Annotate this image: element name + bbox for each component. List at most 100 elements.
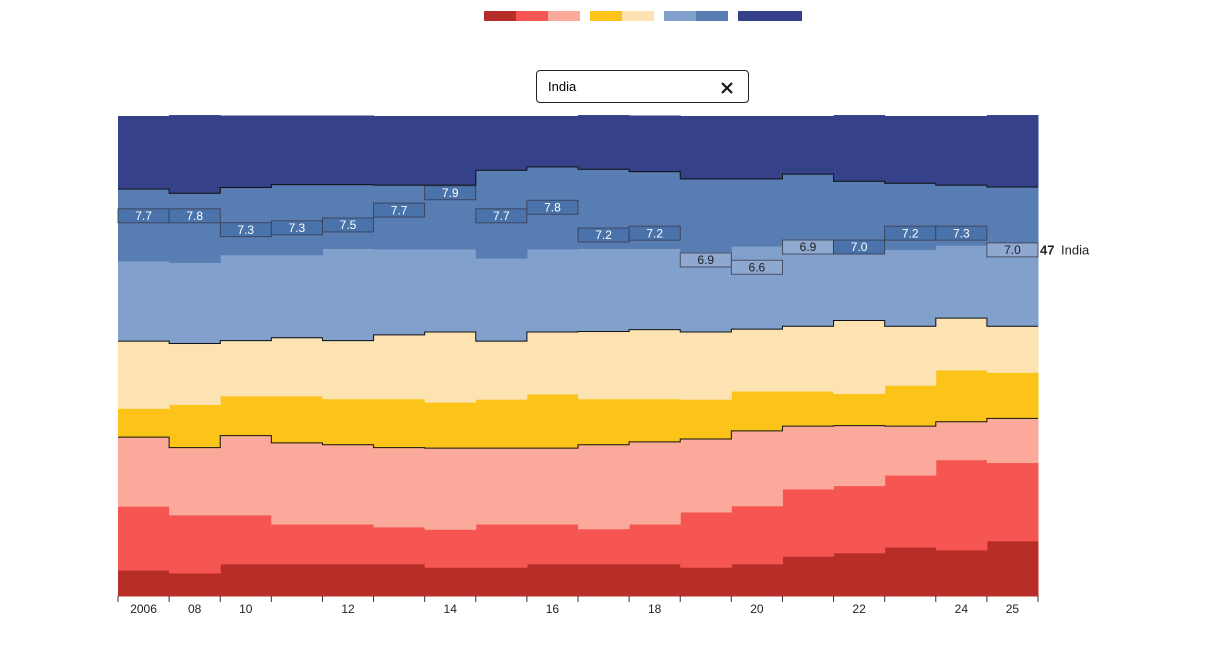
x-tick-label: 20 [750,602,764,616]
clear-button[interactable] [720,81,734,95]
stack-segment [833,393,886,427]
stack-segment [424,448,477,530]
stack-segment [475,567,528,597]
stack-segment [220,563,272,597]
stack-segment [629,441,681,525]
stack-segment [578,331,630,400]
legend-swatch [590,11,622,21]
stack-segment [169,262,221,345]
stack-segment [271,254,323,339]
stack-segment [322,340,375,400]
stack-segment [271,337,323,397]
stack-segment [731,505,783,565]
stack-segment [424,332,477,403]
stack-segment [322,115,375,186]
stack-segment [475,448,528,525]
stack-segment [373,248,426,336]
stack-segment [578,444,630,530]
highlight-box [322,217,374,233]
highlight-value: 7.5 [340,218,357,232]
stack-segment [118,437,170,507]
stack-segment [833,320,886,394]
stack-segment [526,448,579,525]
stack-segment [986,540,1039,597]
stack-segment [680,567,732,597]
stack-segment [833,425,886,487]
highlight-value: 7.2 [595,228,612,242]
legend-swatch [484,11,516,21]
stack-segment [680,512,732,568]
highlight-value: 7.3 [237,223,254,237]
stack-segment [526,332,579,395]
stack-segment [322,248,375,342]
stack-segment [220,435,272,516]
highlight-box [373,202,426,218]
stack-segment [578,248,630,333]
stack-segment [833,181,886,249]
stack-segment [475,258,528,342]
legend-swatch [548,11,580,21]
stack-segment [884,116,937,184]
stack-segment [629,115,681,173]
highlight-rank: 47 [1040,242,1054,257]
x-tick-label: 10 [239,602,253,616]
highlight-value: 7.2 [902,226,919,240]
stack-segment [220,254,272,342]
highlight-value: 7.3 [953,226,970,240]
stack-segment [731,178,783,247]
stack-segment [884,326,937,386]
stack-segment [271,115,323,186]
stack-segment [271,442,323,525]
highlight-value: 7.7 [493,209,510,223]
stack-segment [424,116,477,186]
stack-segment [986,462,1039,542]
stack-segment [578,528,630,565]
stack-segment [526,248,579,333]
stack-segment [986,372,1039,419]
stack-segment [169,404,221,449]
legend-swatch [738,11,802,21]
highlight-value: 7.8 [186,209,203,223]
stack-segment [526,116,579,168]
legend-swatch [696,11,728,21]
stack-segment [629,524,681,565]
stack-segment [782,556,835,597]
stack-segment [833,248,886,321]
x-tick-label: 14 [444,602,458,616]
highlight-box [730,259,783,275]
stack-segment [373,116,426,186]
stack-segment [578,563,630,597]
stack-segment [424,248,477,333]
stack-segment [271,184,323,256]
stack-segment [424,529,477,568]
stack-segment [220,340,272,397]
stack-segment [935,421,988,461]
stack-segment [782,116,835,175]
stack-segment [680,399,732,440]
stack-segment [373,563,426,597]
stack-segment [833,115,886,182]
stack-segment [629,563,681,597]
legend-swatch [622,11,654,21]
highlight-value: 6.9 [800,240,817,254]
highlight-box [526,199,579,215]
stack-segment [731,329,783,392]
stack-segment [935,116,988,186]
stack-segment [986,244,1039,327]
stack-segment [578,398,630,446]
highlight-value: 6.9 [697,253,714,267]
stack-segment [424,567,477,597]
stack-segment [169,193,221,263]
search-box[interactable]: India [536,70,749,103]
stack-segment [986,115,1039,188]
stack-segment [935,245,988,319]
highlight-box [833,239,886,255]
stack-segment [884,249,937,327]
stack-segment [271,395,323,444]
highlight-value: 7.3 [289,221,306,235]
x-tick-label: 18 [648,602,662,616]
stack-segment [884,475,937,548]
stack-segment [271,524,323,565]
